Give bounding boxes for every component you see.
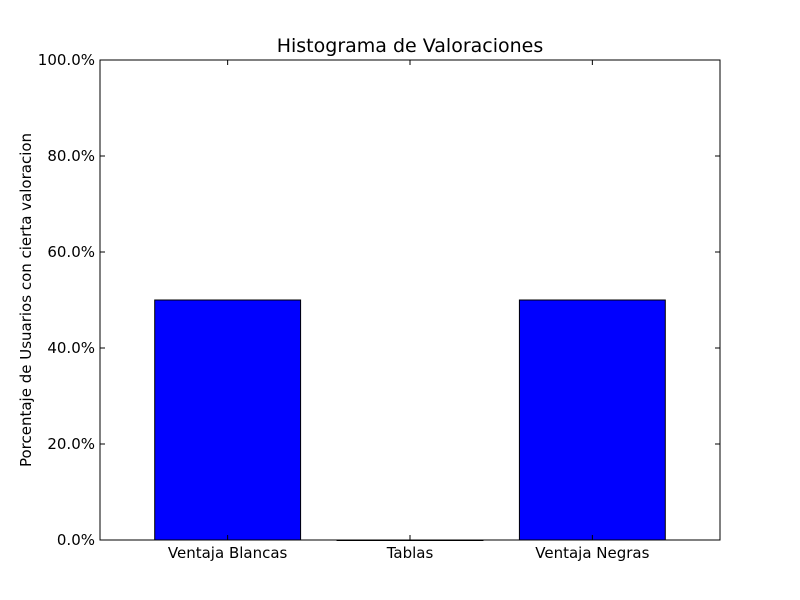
bars-group [154, 299, 666, 541]
chart-title: Histograma de Valoraciones [277, 35, 544, 57]
y-tick-label-4: 80.0% [47, 147, 95, 165]
bar-0 [154, 299, 302, 541]
x-ticks-group: Ventaja Blancas Tablas Ventaja Negras [168, 60, 650, 562]
y-tick-label-0: 0.0% [57, 531, 95, 549]
y-tick-label-3: 60.0% [47, 243, 95, 261]
x-tick-label-0: Ventaja Blancas [168, 544, 288, 562]
y-ticks-group: 0.0% 20.0% 40.0% 60.0% 80.0% 100.0% [38, 51, 720, 549]
bar-2 [518, 299, 666, 541]
x-tick-label-1: Tablas [386, 544, 434, 562]
y-tick-label-1: 20.0% [47, 435, 95, 453]
y-tick-label-2: 40.0% [47, 339, 95, 357]
y-axis-label: Porcentaje de Usuarios con cierta valora… [17, 133, 35, 467]
y-tick-label-5: 100.0% [38, 51, 95, 69]
plot-frame [99, 59, 721, 541]
x-tick-label-2: Ventaja Negras [535, 544, 649, 562]
